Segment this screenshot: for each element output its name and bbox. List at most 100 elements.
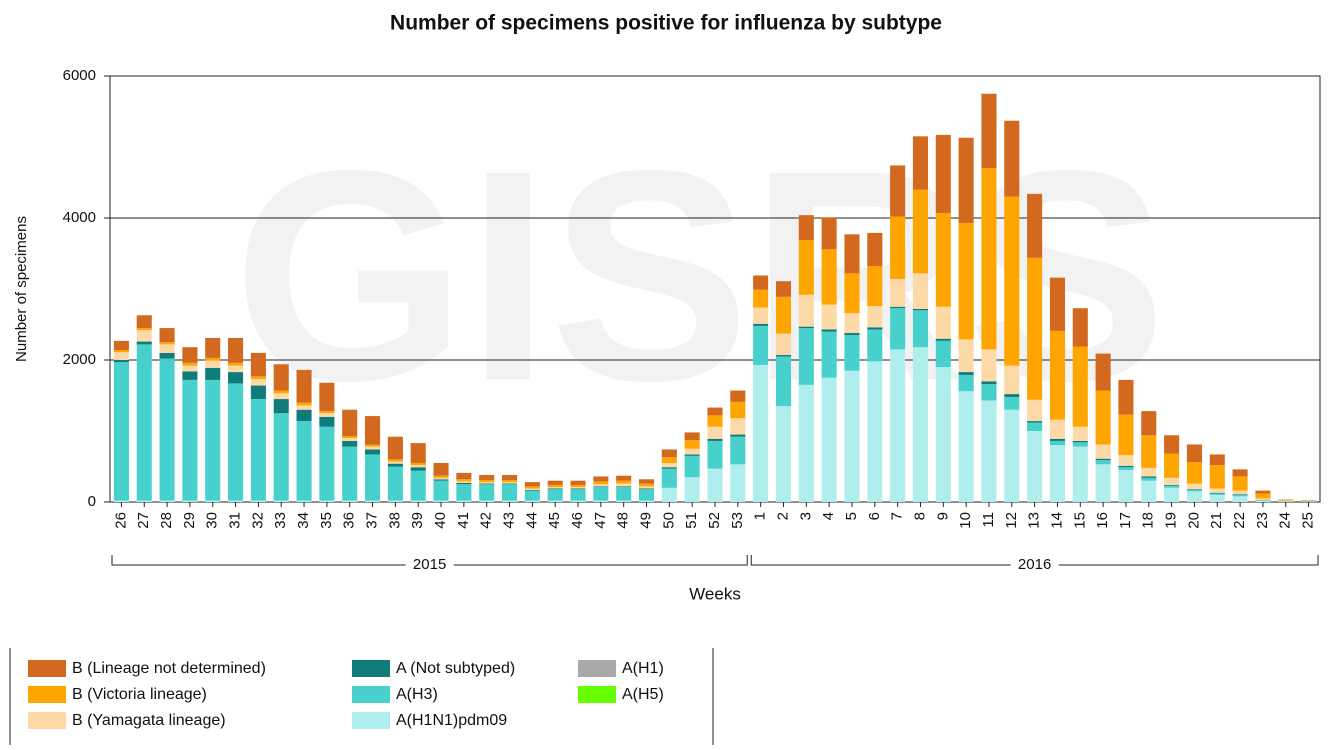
bar-segment xyxy=(593,501,608,502)
bar-segment xyxy=(114,341,129,350)
bar-segment xyxy=(936,367,951,502)
bar-segment xyxy=(251,501,266,502)
bar-segment xyxy=(981,400,996,502)
bar-segment xyxy=(890,217,905,279)
legend-swatch xyxy=(28,712,66,729)
bar-segment xyxy=(936,213,951,307)
bar-segment xyxy=(616,486,631,487)
x-tick-label: 10 xyxy=(957,512,974,529)
bar-segment xyxy=(1255,498,1270,499)
bar-segment xyxy=(525,490,540,491)
bar-segment xyxy=(593,476,608,481)
bar-segment xyxy=(1118,470,1133,502)
bar-segment xyxy=(799,240,814,295)
bar-segment xyxy=(1187,462,1202,483)
bar-segment xyxy=(228,383,243,500)
y-tick-label: 2000 xyxy=(63,351,96,368)
bar-segment xyxy=(685,454,700,455)
bar-segment xyxy=(936,307,951,339)
bar-segment xyxy=(936,135,951,213)
bar-segment xyxy=(1255,493,1270,498)
x-tick-label: 49 xyxy=(637,512,654,529)
bar-segment xyxy=(616,476,631,481)
bar-segment xyxy=(205,361,220,368)
bar-segment xyxy=(1027,421,1042,422)
bar-segment xyxy=(639,489,654,500)
bar-segment xyxy=(502,475,517,480)
bar-segment xyxy=(730,402,745,418)
bar-segment xyxy=(1004,197,1019,366)
bar-segment xyxy=(639,486,654,488)
x-tick-label: 51 xyxy=(683,512,700,529)
bar-segment xyxy=(707,408,722,416)
bar-segment xyxy=(160,501,175,502)
bar-segment xyxy=(319,427,334,501)
bar-segment xyxy=(548,481,563,485)
bar-segment xyxy=(114,360,129,362)
bar-segment xyxy=(251,379,266,385)
bar-segment xyxy=(776,281,791,297)
bar-segment xyxy=(1233,469,1248,476)
bar-segment xyxy=(822,378,837,502)
bar-segment xyxy=(1050,420,1065,439)
bar-segment xyxy=(799,295,814,327)
x-tick-label: 28 xyxy=(158,512,175,529)
bar-segment xyxy=(160,344,175,353)
bar-segment xyxy=(753,326,768,365)
bar-segment xyxy=(776,406,791,502)
x-tick-label: 14 xyxy=(1048,512,1065,529)
bar-segment xyxy=(1187,484,1202,490)
bar-segment xyxy=(662,463,677,467)
bar-segment xyxy=(570,485,585,487)
watermark: GISRS xyxy=(233,107,1167,443)
bar-segment xyxy=(707,415,722,426)
bar-segment xyxy=(867,361,882,502)
bar-segment xyxy=(502,501,517,502)
bar-segment xyxy=(799,215,814,240)
chart-title: Number of specimens positive for influen… xyxy=(390,12,942,35)
bar-segment xyxy=(1278,501,1293,502)
bar-segment xyxy=(730,464,745,502)
bar-segment xyxy=(822,332,837,378)
bar-segment xyxy=(1141,435,1156,468)
bar-segment xyxy=(548,485,563,487)
x-tick-label: 44 xyxy=(523,512,540,529)
x-tick-label: 37 xyxy=(364,512,381,529)
x-tick-label: 24 xyxy=(1277,512,1294,529)
bar-segment xyxy=(1096,460,1111,464)
x-tick-label: 21 xyxy=(1208,512,1225,529)
bar-segment xyxy=(205,338,220,358)
bar-segment xyxy=(434,463,449,476)
group-label: 2015 xyxy=(413,556,446,573)
bar-segment xyxy=(1141,411,1156,435)
bar-segment xyxy=(616,484,631,487)
bar-segment xyxy=(342,438,357,441)
bar-segment xyxy=(776,356,791,406)
bar-segment xyxy=(913,309,928,310)
bar-segment xyxy=(319,411,334,413)
bar-segment xyxy=(1141,468,1156,477)
bar-segment xyxy=(1073,447,1088,502)
x-tick-label: 35 xyxy=(318,512,335,529)
bar-segment xyxy=(707,469,722,502)
bar-segment xyxy=(137,315,152,328)
bar-segment xyxy=(456,484,471,500)
bar-segment xyxy=(1073,308,1088,346)
bar-segment xyxy=(1210,489,1225,493)
bar-segment xyxy=(548,489,563,500)
bar-segment xyxy=(1141,478,1156,481)
bar-segment xyxy=(570,489,585,490)
bar-segment xyxy=(890,307,905,308)
x-tick-label: 17 xyxy=(1117,512,1134,529)
bar-segment xyxy=(1233,491,1248,495)
bar-segment xyxy=(411,501,426,502)
bar-segment xyxy=(1164,485,1179,486)
bar-segment xyxy=(137,342,152,345)
bar-segment xyxy=(274,413,289,500)
bar-segment xyxy=(730,437,745,465)
bar-segment xyxy=(570,481,585,485)
bar-segment xyxy=(548,489,563,490)
bar-segment xyxy=(114,501,129,502)
bar-segment xyxy=(297,501,312,502)
bar-segment xyxy=(936,339,951,341)
